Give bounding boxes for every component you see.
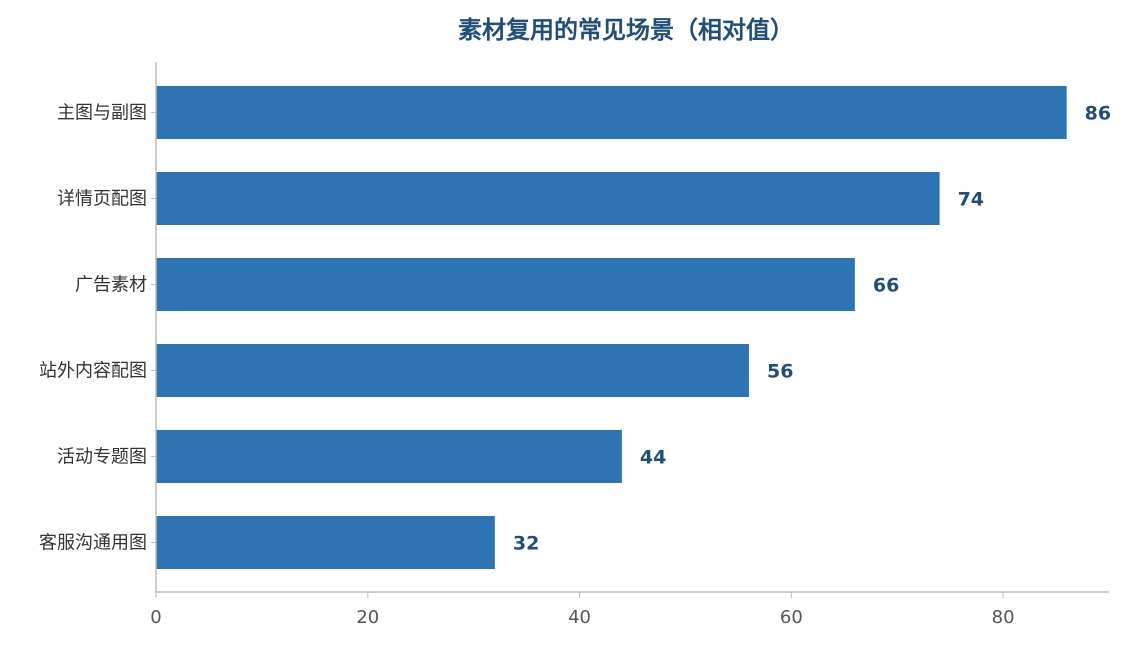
x-tick-label: 80 [992, 607, 1015, 628]
chart-title: 素材复用的常见场景（相对值） [458, 16, 794, 44]
value-label: 74 [958, 189, 984, 211]
bar-6 [156, 516, 495, 569]
x-axis-ticks: 0 20 40 60 80 [150, 592, 1015, 628]
category-label: 广告素材 [75, 275, 147, 296]
axes [151, 62, 1109, 593]
value-label: 56 [767, 361, 793, 383]
bar-5 [156, 430, 622, 483]
x-tick-label: 20 [356, 607, 379, 628]
value-label: 66 [873, 275, 899, 297]
value-label: 44 [640, 447, 666, 469]
bar-4 [156, 344, 749, 397]
value-label: 32 [513, 533, 539, 555]
value-label: 86 [1085, 103, 1111, 125]
category-label: 主图与副图 [57, 103, 147, 124]
category-label: 站外内容配图 [39, 361, 147, 382]
x-tick-label: 40 [568, 607, 591, 628]
bar-2 [156, 172, 940, 225]
bar-1 [156, 86, 1067, 139]
x-tick-label: 0 [150, 607, 161, 628]
category-label: 客服沟通用图 [39, 533, 147, 554]
x-tick-label: 60 [780, 607, 803, 628]
value-labels: 86 74 66 56 44 32 [513, 103, 1111, 555]
category-label: 详情页配图 [57, 189, 147, 210]
bars-layer [156, 86, 1067, 569]
category-label: 活动专题图 [57, 447, 147, 468]
bar-3 [156, 258, 855, 311]
